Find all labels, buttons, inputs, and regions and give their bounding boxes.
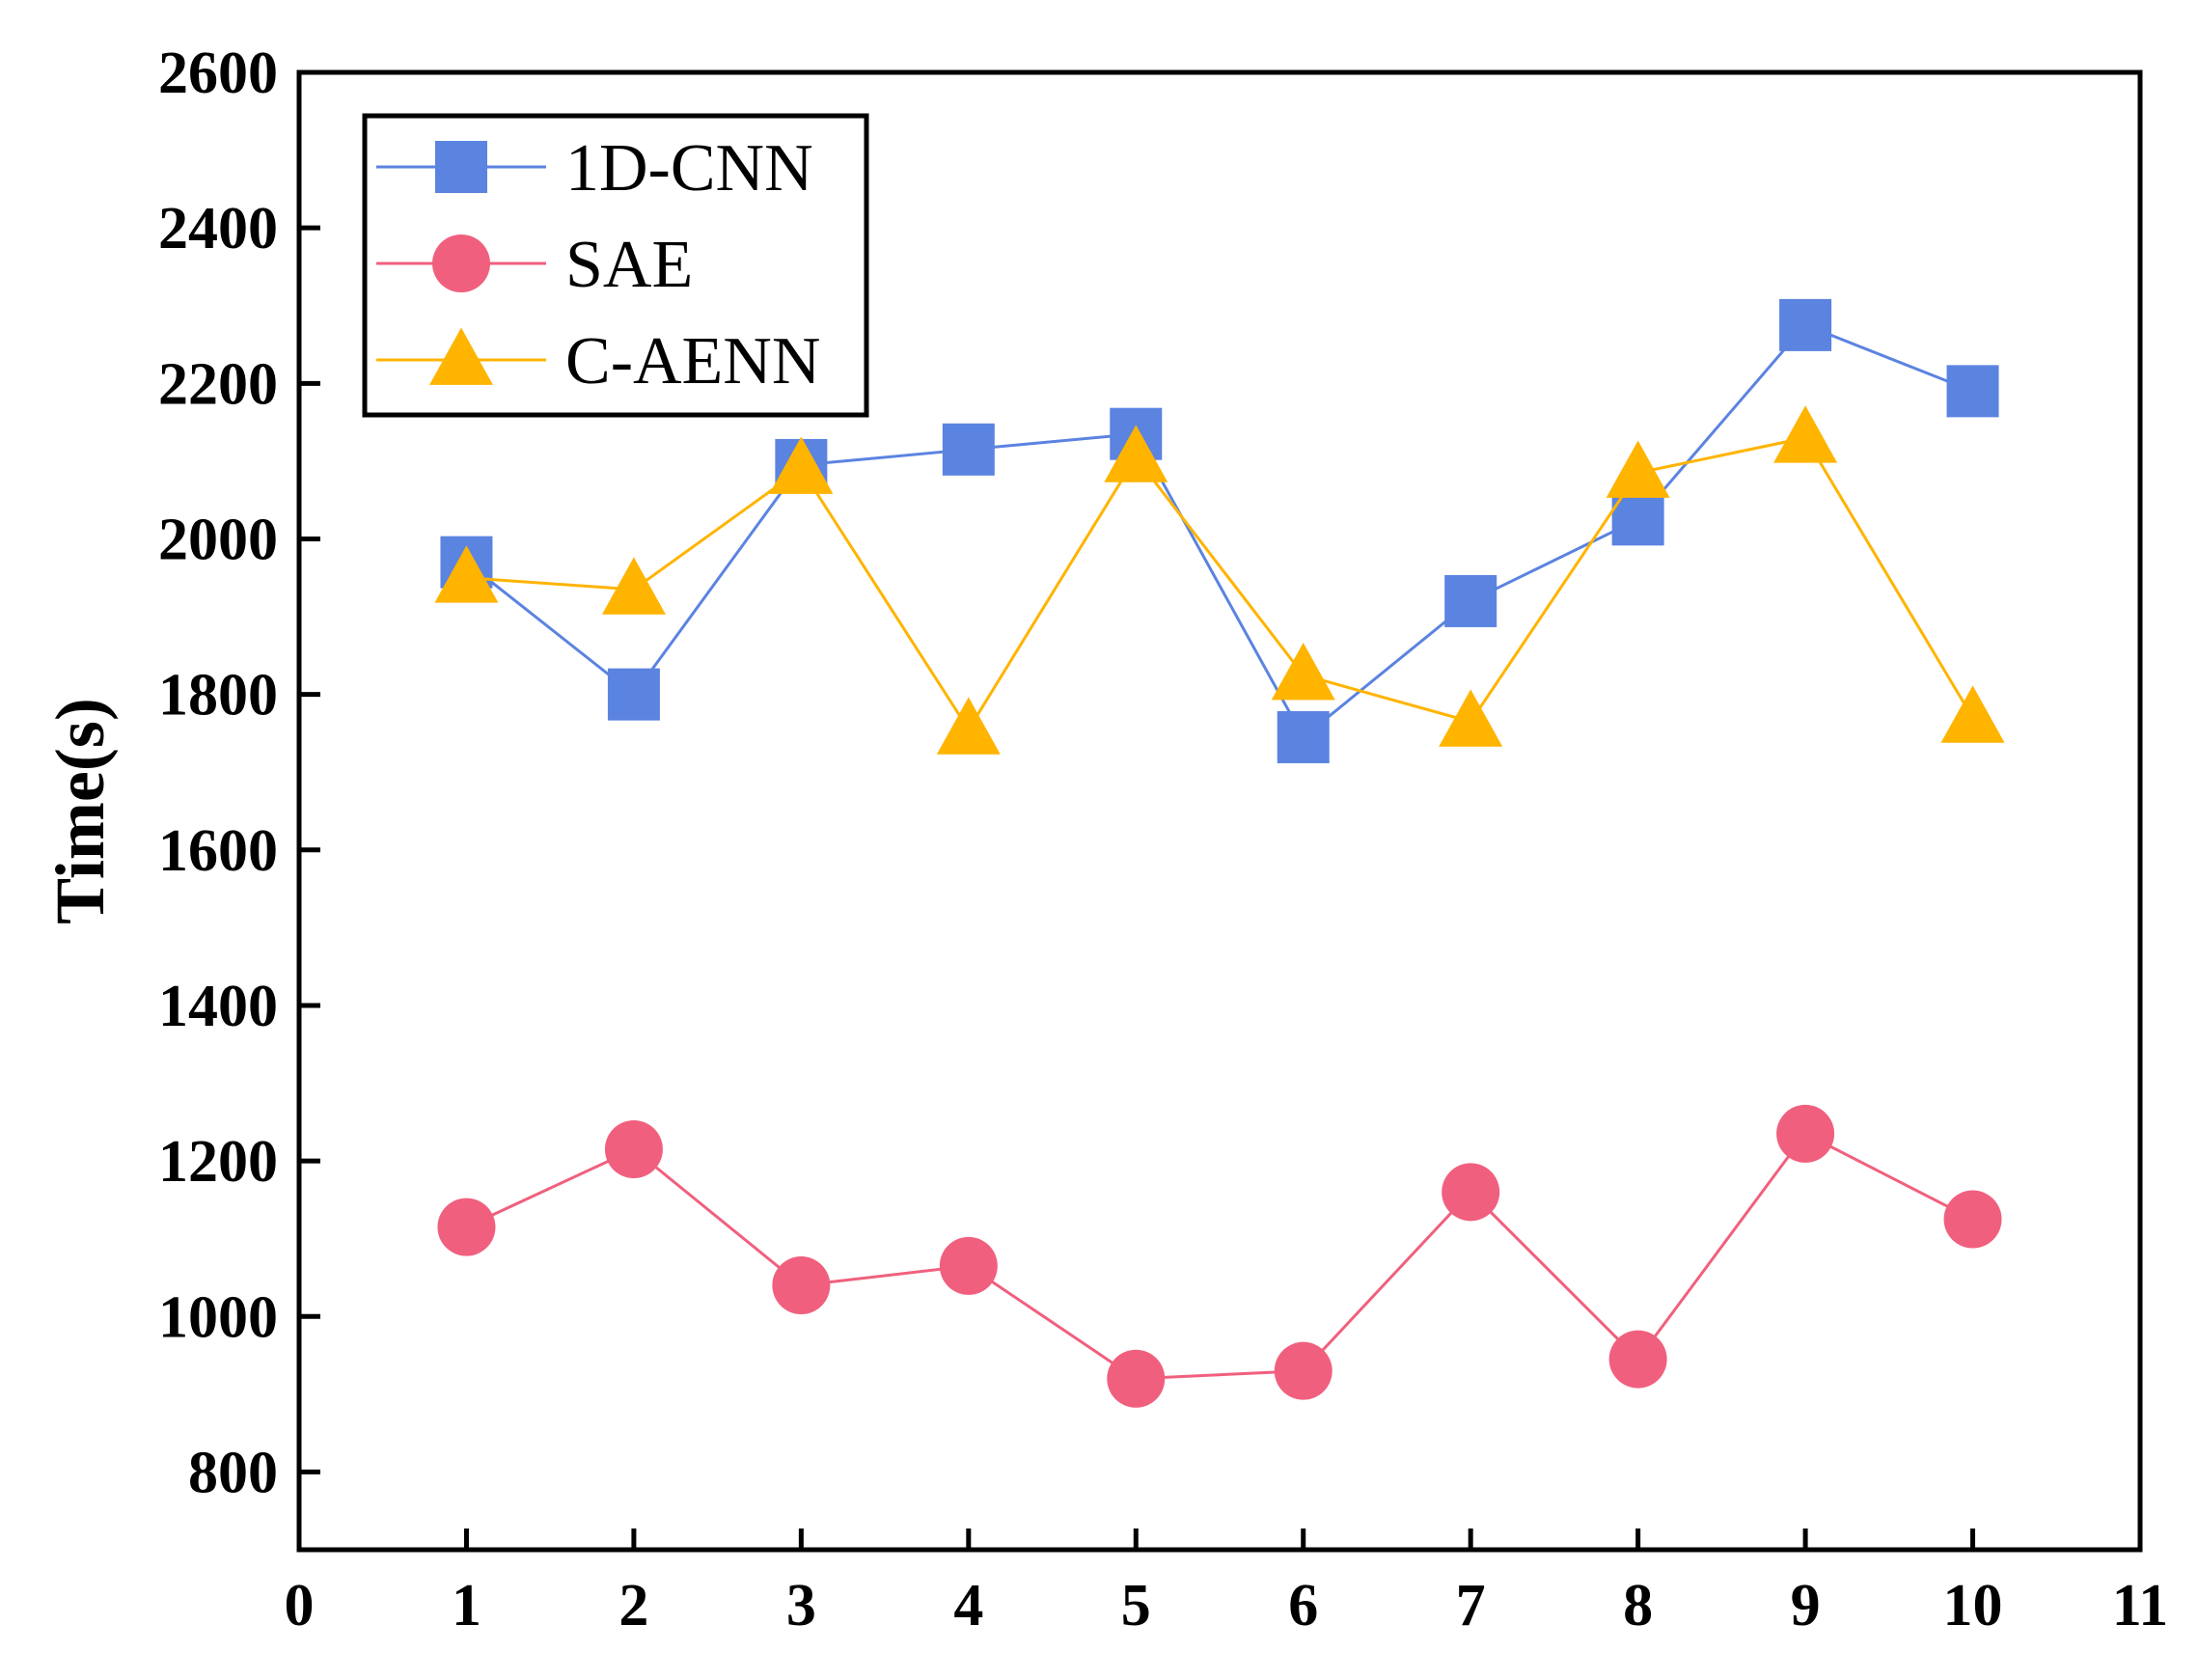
x-tick-label-2: 2 [618, 1573, 648, 1639]
x-tick-label-11: 11 [2112, 1573, 2169, 1639]
legend-label-c-aenn: C-AENN [565, 324, 820, 399]
y-tick-label-1000: 1000 [158, 1284, 278, 1350]
point-sae-2 [604, 1120, 663, 1179]
point-c-aenn-3 [769, 436, 834, 494]
y-tick-label-1400: 1400 [158, 974, 278, 1039]
point-c-aenn-8 [1606, 440, 1670, 498]
y-tick-label-1600: 1600 [158, 818, 278, 884]
x-tick-label-9: 9 [1791, 1573, 1821, 1639]
series-c-aenn [434, 405, 2005, 755]
y-axis-title: Time(s) [41, 698, 119, 924]
y-tick-label-2000: 2000 [158, 507, 278, 572]
plot-frame [296, 69, 2143, 1553]
series-line-sae [465, 1131, 1974, 1381]
point-c-aenn-6 [1271, 643, 1335, 701]
y-tick-label-2200: 2200 [158, 351, 278, 417]
legend-marker-c-aenn [429, 327, 493, 385]
x-tick-label-7: 7 [1456, 1573, 1486, 1639]
point-sae-5 [1107, 1349, 1166, 1408]
y-tick-label-1800: 1800 [158, 663, 278, 729]
point-sae-4 [939, 1236, 998, 1295]
point-c-aenn-9 [1773, 405, 1838, 463]
point-1d-cnn-7 [1444, 574, 1497, 627]
point-c-aenn-7 [1439, 689, 1503, 747]
point-c-aenn-4 [936, 697, 1001, 755]
legend: 1D-CNN SAE C-AENN [362, 113, 869, 418]
point-1d-cnn-8 [1611, 493, 1664, 546]
point-sae-9 [1776, 1104, 1835, 1163]
tick-labels: 0 1 2 3 4 5 6 7 8 9 10 11 800 1000 1200 1400 1600 1800 200… [158, 41, 2168, 1639]
x-tick-label-5: 5 [1121, 1573, 1151, 1639]
point-sae-7 [1442, 1163, 1500, 1222]
x-tick-label-1: 1 [452, 1573, 481, 1639]
x-tick-label-4: 4 [953, 1573, 983, 1639]
y-tick-label-800: 800 [188, 1440, 278, 1505]
point-c-aenn-5 [1104, 425, 1168, 482]
legend-marker-sae [432, 234, 490, 292]
y-tick-label-2600: 2600 [158, 41, 278, 106]
point-sae-1 [437, 1198, 496, 1256]
point-1d-cnn-10 [1946, 365, 1999, 418]
point-c-aenn-1 [434, 545, 499, 603]
x-tick-label-10: 10 [1943, 1573, 2003, 1639]
series-line-c-aenn [466, 436, 1974, 732]
point-1d-cnn-2 [607, 668, 660, 721]
point-sae-6 [1274, 1341, 1333, 1400]
point-sae-3 [772, 1256, 831, 1315]
x-tick-label-3: 3 [786, 1573, 816, 1639]
legend-label-sae: SAE [565, 228, 693, 302]
point-c-aenn-10 [1940, 685, 2005, 743]
y-tick-label-2400: 2400 [158, 196, 278, 262]
point-1d-cnn-6 [1277, 710, 1330, 763]
point-sae-8 [1608, 1330, 1667, 1389]
point-1d-cnn-9 [1779, 298, 1832, 351]
point-sae-10 [1943, 1190, 2002, 1249]
x-tick-label-0: 0 [285, 1573, 315, 1639]
series-line-1d-cnn [465, 323, 1974, 740]
point-1d-cnn-4 [942, 423, 995, 476]
series-layer [434, 298, 2005, 1408]
x-tick-label-8: 8 [1623, 1573, 1653, 1639]
y-tick-label-1200: 1200 [158, 1129, 278, 1195]
x-tick-label-6: 6 [1288, 1573, 1318, 1639]
legend-label-1d-cnn: 1D-CNN [565, 131, 813, 206]
series-sae [437, 1104, 2002, 1408]
point-c-aenn-2 [601, 557, 666, 615]
legend-marker-1d-cnn [435, 141, 487, 193]
